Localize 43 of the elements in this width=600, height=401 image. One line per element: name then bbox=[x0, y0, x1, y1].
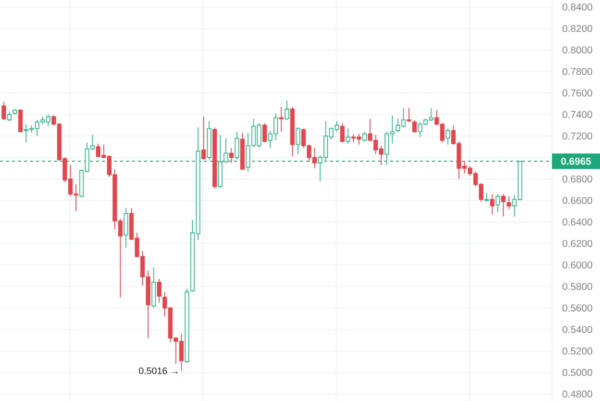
candlestick bbox=[284, 100, 290, 120]
candlestick bbox=[446, 128, 450, 146]
candlestick bbox=[496, 194, 500, 213]
y-tick-label: 0.5800 bbox=[562, 282, 592, 290]
y-tick-label: 0.8200 bbox=[562, 24, 592, 32]
candlestick bbox=[296, 126, 300, 155]
y-tick-label: 0.5000 bbox=[562, 368, 592, 376]
candlestick bbox=[362, 131, 367, 142]
candlestick bbox=[206, 120, 212, 160]
candlestick bbox=[229, 147, 234, 164]
annotation: 0.5016 → bbox=[138, 367, 178, 374]
y-tick-label: 0.6400 bbox=[562, 218, 592, 226]
y-tick-label: 0.8400 bbox=[562, 3, 592, 11]
candlestick bbox=[346, 128, 350, 144]
y-tick-label: 0.5600 bbox=[562, 304, 592, 312]
candlestick bbox=[484, 192, 489, 202]
candlestick bbox=[184, 288, 190, 364]
candlestick bbox=[156, 278, 162, 304]
ref-line-label: 0.6965 bbox=[561, 158, 591, 165]
candlestick bbox=[490, 194, 494, 215]
y-tick-label: 0.6600 bbox=[562, 196, 592, 204]
candlestick bbox=[290, 106, 295, 157]
candlestick bbox=[2, 101, 6, 120]
y-tick-label: 0.7400 bbox=[562, 110, 592, 118]
y-tick-label: 0.6200 bbox=[562, 240, 592, 248]
candlestick bbox=[340, 122, 345, 143]
y-tick-label: 0.8000 bbox=[562, 46, 592, 54]
candlestick bbox=[124, 208, 128, 248]
candlestick bbox=[501, 194, 506, 218]
candlestick bbox=[506, 196, 512, 210]
y-tick-label: 0.5200 bbox=[562, 347, 592, 355]
y-tick-label: 0.7600 bbox=[562, 89, 592, 97]
y-tick-label: 0.7200 bbox=[562, 132, 592, 140]
candlestick bbox=[201, 116, 206, 160]
y-tick-label: 0.6000 bbox=[562, 261, 592, 269]
y-tick-label: 0.7800 bbox=[562, 68, 592, 76]
y-tick-label: 0.4800 bbox=[562, 390, 592, 398]
y-tick-label: 0.6800 bbox=[562, 175, 592, 183]
candlestick bbox=[234, 131, 240, 160]
candlestick bbox=[240, 132, 245, 170]
candlestick bbox=[406, 108, 412, 122]
y-tick-label: 0.5400 bbox=[562, 326, 592, 334]
candlestick bbox=[151, 266, 156, 308]
